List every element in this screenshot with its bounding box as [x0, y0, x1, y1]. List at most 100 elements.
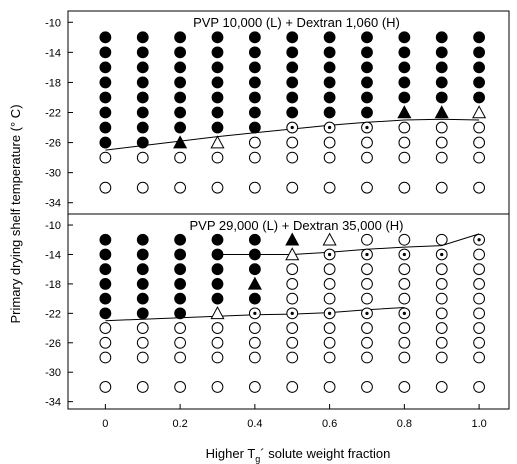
marker-open-circle	[435, 136, 448, 149]
marker-open-circle	[248, 151, 261, 164]
marker-open-circle	[473, 307, 486, 320]
marker-open-circle	[286, 151, 299, 164]
marker-open-circle	[473, 263, 486, 276]
marker-open-circle	[398, 263, 411, 276]
marker-filled-circle	[248, 121, 261, 134]
panel-2: -10 -14 -18 -22 -26 -30 -34 0 0.2 0.4 0.6 0.8 1.0 PVP…	[45, 213, 510, 430]
marker-open-circle	[211, 151, 224, 164]
marker-filled-circle	[136, 248, 149, 261]
marker-open-circle	[286, 263, 299, 276]
marker-filled-circle	[136, 106, 149, 119]
marker-open-circle	[398, 136, 411, 149]
y-tick-label: -18	[45, 77, 61, 89]
marker-filled-circle	[361, 31, 373, 44]
marker-filled-circle	[248, 76, 261, 89]
marker-open-circle	[323, 336, 336, 349]
marker-filled-circle	[248, 31, 261, 44]
x-tick-label: 0.6	[322, 418, 337, 430]
marker-open-circle	[398, 381, 411, 393]
marker-filled-circle	[136, 31, 149, 44]
marker-filled-circle	[174, 61, 187, 74]
marker-filled-circle	[211, 263, 224, 276]
marker-open-circle	[136, 336, 149, 349]
marker-filled-circle	[99, 46, 112, 59]
marker-filled-circle	[361, 46, 373, 59]
marker-filled-circle	[248, 233, 261, 246]
marker-filled-circle	[435, 91, 448, 104]
marker-open-circle	[136, 381, 149, 393]
marker-open-circle	[323, 292, 336, 305]
marker-open-circle	[286, 292, 299, 305]
marker-filled-circle	[248, 106, 261, 119]
marker-open-circle	[473, 278, 486, 290]
marker-filled-circle	[435, 46, 448, 59]
marker-open-circle	[248, 381, 261, 393]
marker-open-circle	[136, 322, 149, 334]
marker-filled-circle	[174, 46, 187, 59]
marker-filled-circle	[136, 91, 149, 104]
marker-filled-circle	[211, 121, 224, 134]
marker-open-circle	[398, 181, 411, 194]
marker-center-dot	[328, 125, 332, 130]
marker-filled-circle	[136, 233, 149, 246]
marker-filled-triangle	[247, 276, 262, 290]
marker-open-triangle	[285, 247, 300, 261]
marker-center-dot	[440, 252, 444, 257]
marker-open-circle	[361, 336, 373, 349]
y-tick-label: -26	[45, 338, 61, 350]
marker-open-circle	[323, 322, 336, 334]
marker-filled-circle	[286, 46, 299, 59]
marker-filled-circle	[361, 61, 373, 74]
marker-filled-circle	[174, 278, 187, 290]
marker-open-circle	[435, 278, 448, 290]
marker-filled-circle	[136, 76, 149, 89]
marker-filled-circle	[174, 106, 187, 119]
marker-open-circle	[248, 322, 261, 334]
marker-filled-circle	[211, 31, 224, 44]
marker-open-circle	[473, 381, 486, 393]
marker-open-circle	[435, 322, 448, 334]
marker-filled-circle	[398, 46, 411, 59]
x-tick-label: 1.0	[471, 418, 486, 430]
marker-open-circle	[99, 351, 112, 364]
marker-open-circle	[99, 381, 112, 393]
marker-filled-circle	[174, 121, 187, 134]
marker-filled-circle	[361, 76, 373, 89]
marker-open-triangle	[210, 135, 225, 149]
marker-open-circle	[286, 181, 299, 194]
marker-open-circle	[174, 336, 187, 349]
marker-center-dot	[328, 311, 332, 315]
marker-filled-circle	[323, 76, 336, 89]
marker-filled-circle	[323, 31, 336, 44]
marker-open-circle	[361, 136, 373, 149]
marker-open-circle	[473, 136, 486, 149]
marker-filled-circle	[435, 31, 448, 44]
panel-title: PVP 10,000 (L) + Dextran 1,060 (H)	[193, 15, 400, 30]
marker-open-circle	[248, 351, 261, 364]
marker-open-circle	[174, 322, 187, 334]
marker-open-circle	[361, 381, 373, 393]
marker-filled-circle	[174, 263, 187, 276]
x-tick-label: 0.4	[247, 418, 262, 430]
marker-center-dot	[365, 311, 369, 315]
marker-center-dot	[477, 238, 481, 242]
marker-open-circle	[473, 292, 486, 305]
marker-open-circle	[99, 336, 112, 349]
marker-open-circle	[435, 336, 448, 349]
y-tick-label: -30	[45, 168, 61, 180]
marker-open-circle	[323, 278, 336, 290]
marker-filled-circle	[174, 233, 187, 246]
plot-frame	[67, 213, 510, 410]
marker-filled-circle	[174, 91, 187, 104]
marker-open-circle	[473, 351, 486, 364]
marker-filled-circle	[136, 263, 149, 276]
marker-open-circle	[323, 181, 336, 194]
marker-open-circle	[174, 351, 187, 364]
marker-filled-circle	[136, 278, 149, 290]
marker-filled-circle	[99, 278, 112, 290]
marker-open-triangle	[322, 232, 337, 246]
marker-open-circle	[435, 181, 448, 194]
marker-filled-triangle	[397, 105, 412, 119]
marker-filled-circle	[211, 248, 224, 261]
